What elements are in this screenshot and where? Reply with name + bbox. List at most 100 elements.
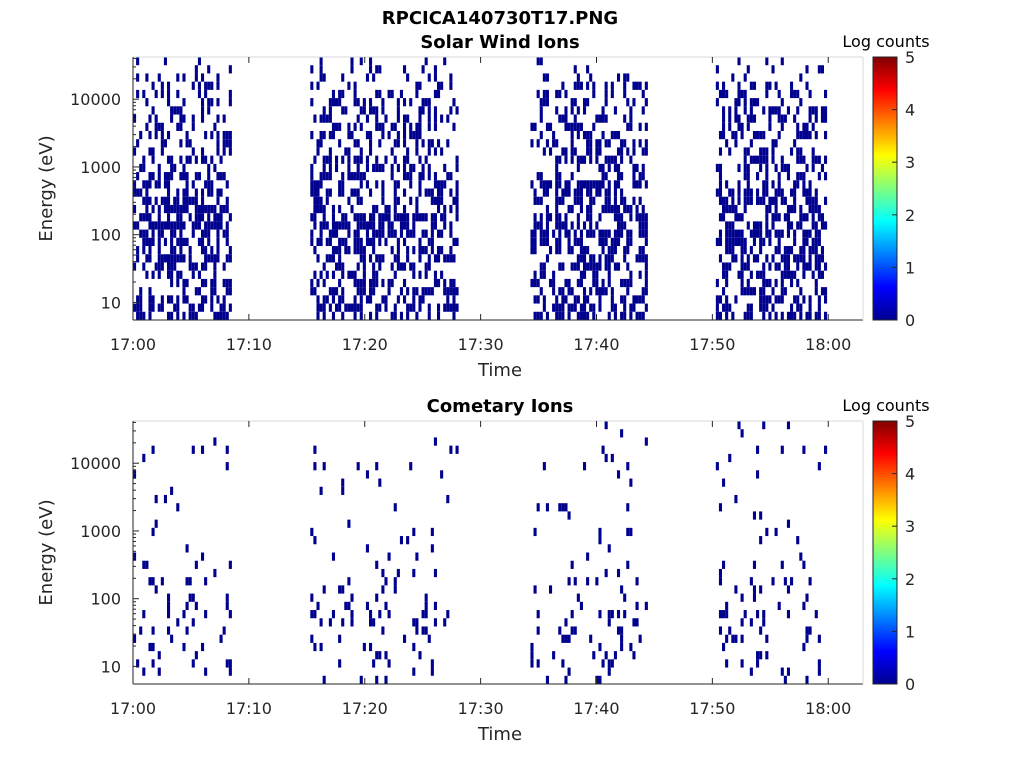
heatmap-cell <box>638 196 642 205</box>
heatmap-cell <box>173 303 177 312</box>
heatmap-cell <box>749 667 753 676</box>
heatmap-cell <box>436 188 441 197</box>
heatmap-cell <box>319 180 323 189</box>
heatmap-cell <box>166 188 171 197</box>
heatmap-cell <box>740 262 744 271</box>
heatmap-cell <box>418 81 422 90</box>
heatmap-cell <box>170 204 174 214</box>
heatmap-cell <box>632 163 636 173</box>
heatmap-cell <box>197 213 201 222</box>
heatmap-cell <box>353 172 357 181</box>
heatmap-cell <box>197 89 201 99</box>
heatmap-cell <box>824 287 828 296</box>
heatmap-cell <box>170 229 174 238</box>
heatmap-cell <box>644 221 648 230</box>
heatmap-cell <box>384 675 388 684</box>
heatmap-cell <box>136 73 140 82</box>
heatmap-cell <box>558 213 562 222</box>
heatmap-cell <box>170 106 174 115</box>
heatmap-cell <box>604 196 608 205</box>
heatmap-cell <box>210 254 214 263</box>
heatmap-cell <box>443 213 447 222</box>
heatmap-cell <box>179 246 183 255</box>
heatmap-cell <box>586 213 590 222</box>
heatmap-cell <box>752 237 757 247</box>
heatmap-cell <box>552 270 556 279</box>
heatmap-cell <box>746 163 750 173</box>
heatmap-cell <box>786 421 791 430</box>
heatmap-cell <box>185 204 189 214</box>
heatmap-cell <box>542 180 546 189</box>
heatmap-cell <box>210 81 214 90</box>
heatmap-cell <box>166 81 171 90</box>
heatmap-cell <box>452 196 456 205</box>
heatmap-cell <box>207 65 211 74</box>
heatmap-cell <box>725 278 729 288</box>
heatmap-cell <box>424 188 428 197</box>
heatmap-cell <box>796 147 800 156</box>
heatmap-cell <box>570 172 574 181</box>
heatmap-cell <box>644 237 648 247</box>
heatmap-cell <box>335 163 339 173</box>
heatmap-cell <box>322 278 326 288</box>
heatmap-cell <box>576 155 580 164</box>
heatmap-cell <box>200 229 205 238</box>
heatmap-cell <box>777 213 781 222</box>
heatmap-cell <box>613 213 617 222</box>
heatmap-cell <box>771 287 775 296</box>
heatmap-cell <box>443 254 447 263</box>
heatmap-cell <box>620 172 624 181</box>
heatmap-cell <box>780 311 784 320</box>
x-tick-label: 17:30 <box>458 699 504 718</box>
heatmap-cell <box>811 155 815 164</box>
heatmap-cell <box>387 659 391 668</box>
colorbar-tick-label: 4 <box>905 101 915 120</box>
heatmap-cell <box>626 262 630 271</box>
heatmap-cell <box>558 503 562 512</box>
heatmap-cell <box>635 311 639 320</box>
heatmap-cell <box>200 445 205 454</box>
heatmap-cell <box>160 196 164 205</box>
heatmap-cell <box>362 246 366 255</box>
heatmap-cell <box>322 73 326 82</box>
heatmap-cell <box>796 122 800 131</box>
heatmap-cell <box>347 172 351 181</box>
heatmap-cell <box>356 188 360 197</box>
heatmap-cell <box>604 421 608 430</box>
heatmap-cell <box>635 213 639 222</box>
heatmap-cell <box>817 204 821 214</box>
heatmap-cell <box>749 139 753 148</box>
heatmap-cell <box>331 552 336 561</box>
heatmap-cell <box>814 204 818 214</box>
heatmap-cell <box>613 106 617 115</box>
x-axis-label: Time <box>477 724 522 745</box>
heatmap-cell <box>353 122 357 131</box>
heatmap-cell <box>378 221 382 230</box>
heatmap-cell <box>219 221 223 230</box>
heatmap-cell <box>427 287 431 296</box>
heatmap-cell <box>418 180 422 189</box>
heatmap-cell <box>752 511 757 520</box>
heatmap-cell <box>638 81 642 90</box>
heatmap-cell <box>610 254 614 263</box>
heatmap-cell <box>601 180 605 189</box>
heatmap-cell <box>756 651 760 660</box>
panel-cometary: 17:00 17:10 17:20 17:30 17:40 17:50 18:0010100… <box>36 396 930 745</box>
heatmap-cell <box>204 610 208 619</box>
heatmap-cell <box>749 98 753 107</box>
heatmap-cell <box>328 237 332 247</box>
heatmap-cell <box>616 568 621 578</box>
heatmap-cell <box>194 651 198 660</box>
heatmap-cell <box>338 254 342 263</box>
heatmap-cell <box>148 642 152 652</box>
heatmap-cell <box>347 163 351 173</box>
heatmap-cells <box>133 57 828 320</box>
heatmap-cell <box>555 172 559 181</box>
heatmap-cell <box>424 626 428 635</box>
heatmap-cell <box>154 180 158 189</box>
heatmap-cell <box>387 287 391 296</box>
heatmap-cell <box>393 577 397 586</box>
heatmap-cell <box>626 462 630 471</box>
heatmap-cell <box>378 229 382 238</box>
heatmap-cell <box>552 278 556 288</box>
